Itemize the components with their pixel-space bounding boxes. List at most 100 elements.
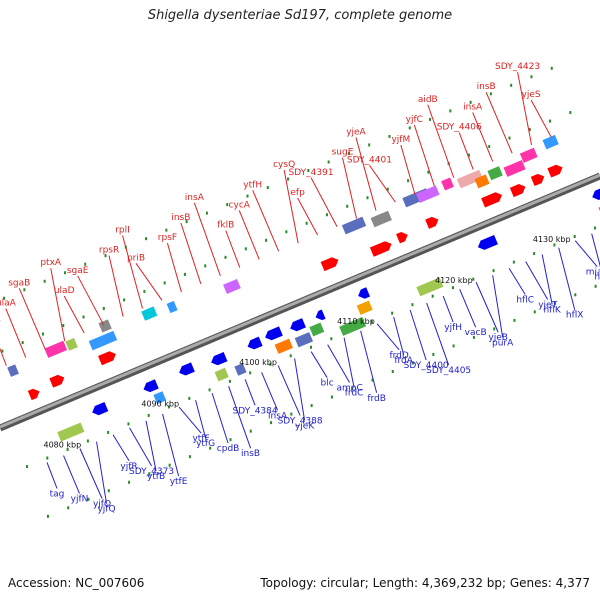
top-leader-line — [283, 170, 299, 244]
bottom-leader-line — [525, 261, 549, 300]
reverse-arrow — [211, 351, 228, 366]
tick-mark — [188, 455, 191, 459]
top-leader-line — [18, 288, 46, 350]
bottom-gene-label: miaA — [586, 268, 600, 278]
top-gene-labels: yjfP ulaA sgaB ptxA ulaD sgaE rpsR rplI priB rpsF… — [0, 62, 552, 366]
top-gene-label: sugE — [332, 148, 354, 158]
map-title: Shigella dysenteriae Sd197, complete gen… — [147, 8, 453, 23]
reverse-arrow — [592, 187, 600, 200]
tick-mark — [265, 238, 268, 242]
gene-feature — [474, 174, 490, 189]
bottom-leader-line — [574, 240, 598, 267]
top-gene-label: yjeS — [522, 90, 541, 100]
tick-mark — [26, 465, 29, 469]
tick-mark — [553, 243, 556, 247]
gene-feature — [339, 317, 367, 336]
top-gene-label: insA — [463, 102, 483, 112]
tick-mark — [270, 421, 273, 425]
bottom-leader-line — [162, 413, 180, 477]
tick-mark — [21, 341, 24, 345]
tick-mark — [246, 194, 249, 198]
bottom-gene-label: frdD — [389, 351, 408, 361]
bottom-leader-line — [475, 282, 499, 333]
gene-box — [44, 340, 68, 358]
forward-arrow-shape — [49, 374, 65, 388]
gene-feature — [153, 391, 167, 405]
top-leader-line — [355, 137, 377, 211]
bottom-gene-label: SDY_4388 — [278, 416, 323, 426]
top-leader-line — [122, 235, 144, 309]
reverse-arrow — [247, 336, 263, 350]
tick-mark — [228, 379, 231, 383]
top-leader-line — [297, 197, 319, 236]
forward-arrow-shape — [530, 173, 545, 187]
top-gene-label: fklB — [217, 221, 234, 231]
tick-mark — [307, 169, 310, 173]
bottom-gene-label: SDY_4373 — [129, 467, 174, 477]
forward-arrow-shape — [396, 232, 408, 244]
gene-box — [416, 185, 440, 203]
tick-mark — [554, 301, 557, 305]
reverse-arrow — [315, 309, 326, 321]
gene-feature — [88, 330, 118, 351]
tick-mark — [451, 286, 454, 290]
tick-mark — [427, 170, 430, 174]
bottom-leader-line — [79, 448, 103, 499]
tick-mark — [1, 349, 4, 353]
gene-box — [166, 300, 178, 314]
tick-mark — [163, 281, 166, 285]
tick-mark — [168, 463, 171, 467]
forward-arrow — [320, 257, 339, 272]
tick-mark — [391, 370, 394, 374]
bottom-gene-label: frdA — [394, 356, 413, 366]
gene-feature — [441, 177, 454, 191]
bottom-leader-line — [409, 309, 427, 361]
tick-mark — [411, 303, 414, 307]
tick-mark — [107, 489, 110, 493]
bottom-leader-line — [129, 427, 152, 467]
tick-mark — [82, 315, 85, 319]
top-leader-line — [166, 243, 182, 293]
top-gene-label: SDY_4423 — [495, 62, 540, 72]
tick-mark — [366, 196, 369, 200]
tick-mark — [43, 279, 46, 283]
bottom-gene-label: ytfF — [192, 434, 209, 444]
forward-arrow-shape — [27, 388, 40, 401]
gene-feature — [234, 363, 247, 376]
bottom-gene-label: frdB — [367, 394, 386, 404]
tick-mark — [86, 439, 89, 443]
top-gene-label: yjfP — [0, 319, 1, 329]
gene-box — [542, 134, 559, 150]
bottom-leader-line — [261, 372, 279, 411]
top-leader-line — [400, 144, 416, 195]
reverse-arrow-shape — [143, 379, 159, 393]
tick-mark — [533, 310, 536, 314]
tick-mark — [510, 83, 513, 87]
gene-feature — [214, 367, 229, 382]
top-gene-label: ytfH — [243, 180, 262, 190]
bottom-gene-label: yjeK — [295, 421, 315, 431]
tick-mark — [528, 128, 531, 132]
tick-mark — [573, 235, 576, 239]
tick-mark — [472, 335, 475, 339]
tick-mark — [226, 203, 229, 207]
tick-mark — [249, 371, 252, 375]
bottom-gene-label: cpdB — [217, 444, 240, 454]
tick-mark — [148, 472, 151, 476]
gene-box — [339, 317, 367, 336]
tick-mark — [386, 187, 389, 191]
gene-feature — [309, 322, 325, 337]
top-leader-line — [530, 99, 552, 138]
tick-mark — [594, 284, 597, 288]
tick-mark — [269, 362, 272, 366]
gene-feature — [44, 340, 68, 358]
reverse-arrow — [290, 318, 306, 332]
top-leader-line — [458, 132, 474, 170]
tick-mark — [310, 404, 313, 408]
bottom-gene-label: blc — [321, 379, 334, 389]
reverse-arrow-shape — [315, 309, 326, 321]
top-gene-label: ptxA — [40, 258, 62, 268]
top-leader-line — [427, 104, 455, 178]
tick-mark — [102, 306, 105, 310]
top-leader-line — [472, 112, 494, 162]
